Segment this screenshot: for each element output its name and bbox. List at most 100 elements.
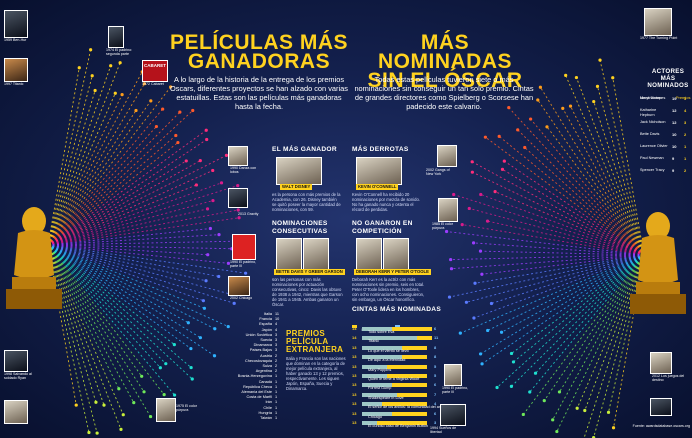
ray-dot <box>174 133 178 138</box>
foreign-country-value: 1 <box>275 400 278 405</box>
ray-dot <box>536 98 540 102</box>
ray-dot <box>509 351 514 356</box>
ray-dot <box>495 385 499 390</box>
ray-line <box>612 77 645 256</box>
foreign-country-name: Unión Soviética <box>245 332 272 337</box>
film-awards-bar <box>362 411 392 416</box>
ray-line <box>473 242 645 256</box>
film-awards: 8 <box>434 344 437 350</box>
thumb-titanic <box>4 58 28 82</box>
ray-dot <box>201 299 205 303</box>
ray-line <box>47 93 116 246</box>
thumb-padrino1990-caption: 1990 El padrino, parte III <box>442 386 469 395</box>
intro-right: Todas estas películas tuvieron siete o m… <box>354 75 534 111</box>
ray-line <box>47 244 205 309</box>
no-competition-photo-1 <box>356 238 382 270</box>
foreign-country-name: Chile <box>263 405 272 410</box>
ray-line <box>469 208 645 256</box>
title-left: PELÍCULAS MÁS GANADORAS <box>168 32 350 72</box>
ray-dot <box>486 328 490 333</box>
foreign-country-name: Bosnia-Herzegovina <box>237 374 272 379</box>
thumb-chicago <box>228 276 250 296</box>
ray-dot <box>211 168 215 173</box>
actor-nominations: 12 <box>672 108 677 113</box>
ray-line <box>47 49 92 246</box>
thumb-padrino-1990 <box>444 364 462 386</box>
consecutive-heading: NOMINACIONES CONSECUTIVAS <box>272 220 328 235</box>
ray-dot <box>213 327 217 331</box>
actor-nominations: 9 <box>672 168 675 173</box>
ray-line <box>450 254 645 261</box>
ray-dot <box>149 99 153 103</box>
thumb-purple-caption: 1975 El color púrpura <box>176 404 197 413</box>
actors-legend-nominations: Nominaciones <box>640 95 666 100</box>
ray-line <box>47 244 167 365</box>
actor-awards: 3 <box>684 120 687 125</box>
ray-dot <box>592 99 596 104</box>
ray-dot <box>202 306 207 310</box>
film-awards-bar <box>362 355 402 360</box>
ray-dot <box>452 192 456 197</box>
ray-dot <box>217 274 221 279</box>
title-right-line2: SIN EL ÓSCAR <box>367 69 523 92</box>
ray-dot <box>77 66 81 70</box>
actor-nominations: 10 <box>672 132 677 137</box>
ray-line <box>47 244 246 274</box>
ray-dot <box>142 82 147 86</box>
no-competition-tag: DEBORAH KERR Y PETER O'TOOLE <box>354 269 431 275</box>
foreign-country-name: Costa de Marfil <box>246 395 272 400</box>
ray-dot <box>217 233 221 237</box>
ray-line <box>47 244 235 304</box>
ray-dot <box>191 108 195 113</box>
film-awards: 8 <box>434 354 437 360</box>
ray-line <box>47 129 207 246</box>
ray-line <box>47 244 232 250</box>
thumb-gravity-caption: 2013 Gravity <box>238 212 259 216</box>
ray-line <box>451 254 645 270</box>
ray-line <box>556 254 645 432</box>
ray-line <box>47 185 238 246</box>
ray-dot <box>172 343 176 347</box>
ray-dot <box>611 76 615 80</box>
foreign-country-value: 11 <box>275 312 279 316</box>
film-title: Titanic <box>368 339 380 344</box>
foreign-country-name: Suiza <box>262 364 273 368</box>
thumb-wolves-caption: 1990 Danza con lobos <box>230 166 257 175</box>
foreign-country-name: Irán <box>265 400 272 405</box>
film-nominations-bar <box>362 383 427 388</box>
foreign-country-value: 3 <box>275 348 278 353</box>
ray-line <box>474 254 645 284</box>
ray-line <box>47 75 93 246</box>
ray-line <box>462 224 645 256</box>
ray-line <box>47 244 98 434</box>
film-nominations-bar <box>362 327 432 331</box>
thumb-ryan-caption: 1998 Salvando al soldado Ryan <box>4 372 32 381</box>
ray-dot <box>470 160 474 164</box>
ray-line <box>565 75 645 256</box>
foreign-country-name: Japón <box>261 327 272 332</box>
foreign-country-name: Alemania del Este <box>241 390 272 394</box>
ray-dot <box>118 61 122 65</box>
ray-dot <box>516 128 520 132</box>
film-awards: 6 <box>434 382 437 388</box>
film-awards: 7 <box>434 391 437 397</box>
actors-heading: ACTORES MÁS NOMINADOS <box>646 68 690 89</box>
ray-dot <box>533 371 538 375</box>
ray-dot <box>480 272 484 276</box>
ray-dot <box>184 159 188 163</box>
film-awards: 5 <box>434 363 437 369</box>
ray-dot <box>93 88 97 93</box>
winner-tag: WALT DISNEY <box>280 184 313 190</box>
actor-awards: 1 <box>684 144 687 149</box>
actors-heading-line2: NOMINADOS <box>647 82 689 89</box>
losses-photo <box>356 157 402 185</box>
foreign-country-name: Argentina <box>255 369 272 374</box>
ray-line <box>47 244 90 433</box>
ray-line <box>47 217 240 246</box>
foreign-country-value: 1 <box>275 384 278 389</box>
ray-line <box>508 107 645 256</box>
ray-dot <box>164 362 168 366</box>
ray-dot <box>473 281 477 285</box>
ray-dot <box>447 295 452 299</box>
film-awards-bar <box>362 402 382 407</box>
